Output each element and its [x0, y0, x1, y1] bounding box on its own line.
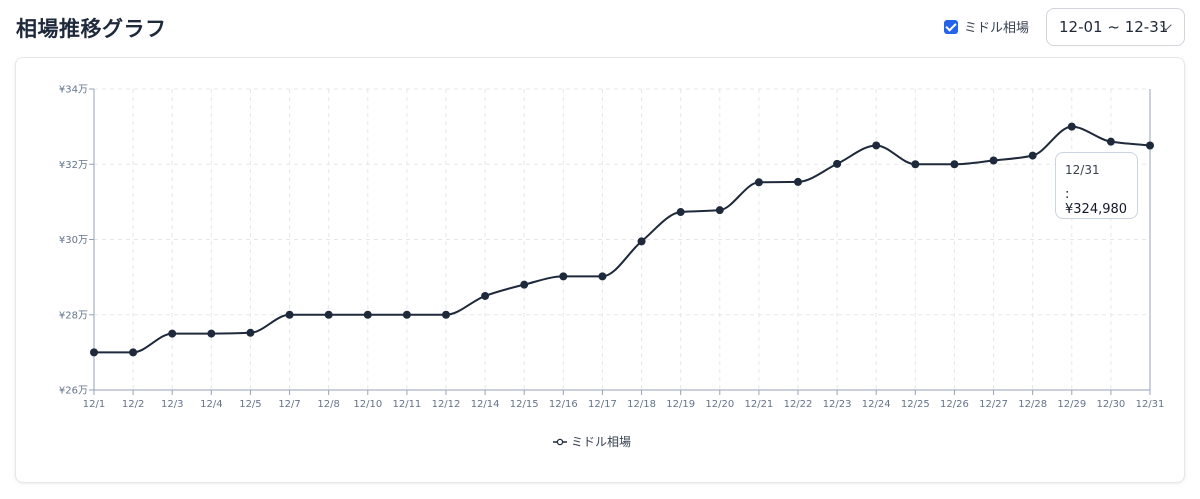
y-tick-label: ¥26万 [59, 386, 88, 397]
date-range-select[interactable]: 12-01 ~ 12-31 [1046, 8, 1185, 46]
data-point [168, 329, 177, 338]
data-point [481, 291, 490, 300]
series-line [93, 125, 1151, 354]
series-points [90, 122, 1154, 357]
x-tick-label: 12/1 [83, 399, 105, 410]
x-tick-label: 12/4 [200, 399, 222, 410]
x-tick-label: 12/7 [278, 399, 300, 410]
x-tick-label: 12/17 [588, 399, 617, 410]
page-title: 相場推移グラフ [16, 17, 167, 41]
x-tick-label: 12/14 [471, 399, 500, 410]
x-tick-label: 12/15 [510, 399, 539, 410]
data-point [715, 206, 724, 215]
data-point [950, 160, 959, 169]
data-point [754, 178, 763, 187]
data-point [1106, 137, 1115, 146]
x-tick-label: 12/21 [744, 399, 773, 410]
x-tick-label: 12/26 [940, 399, 969, 410]
data-point [559, 272, 568, 281]
tooltip-title: 12/31 [1065, 163, 1100, 177]
x-tick-label: 12/24 [862, 399, 891, 410]
x-tick-label: 12/31 [1136, 399, 1165, 410]
data-point [598, 272, 607, 281]
date-range-value: 12-01 ~ 12-31 [1059, 18, 1169, 36]
grid-lines [93, 88, 1151, 391]
data-point [872, 141, 881, 150]
legend-line-icon [553, 438, 567, 445]
data-point [246, 328, 255, 337]
x-tick-label: 12/25 [901, 399, 930, 410]
tick-labels: ¥26万 ¥28万 ¥30万 ¥32万 ¥34万 12/1 12/2 12/3 12/4 12/5… [59, 85, 1165, 411]
x-tick-label: 12/16 [549, 399, 578, 410]
data-point [363, 310, 372, 319]
y-tick-label: ¥28万 [59, 310, 88, 321]
data-point [207, 329, 216, 338]
x-tick-label: 12/28 [1018, 399, 1047, 410]
series-toggle-label: ミドル相場 [964, 21, 1030, 36]
chart-legend[interactable]: ミドル相場 [553, 433, 631, 450]
axes [89, 88, 1151, 395]
data-point [989, 156, 998, 165]
data-point [1146, 141, 1154, 150]
x-tick-label: 12/20 [705, 399, 734, 410]
legend-label: ミドル相場 [571, 435, 632, 449]
y-tick-label: ¥34万 [59, 85, 88, 96]
y-tick-label: ¥30万 [59, 235, 88, 246]
x-tick-label: 12/29 [1057, 399, 1086, 410]
data-point [129, 348, 138, 357]
data-point [1028, 151, 1037, 160]
x-tick-label: 12/5 [239, 399, 261, 410]
x-tick-label: 12/23 [823, 399, 852, 410]
data-point [637, 237, 646, 246]
data-point [324, 310, 333, 319]
chart-card [15, 57, 1185, 483]
x-tick-label: 12/10 [353, 399, 382, 410]
x-tick-label: 12/22 [784, 399, 813, 410]
data-point [90, 348, 98, 357]
x-tick-label: 12/19 [666, 399, 695, 410]
data-point [833, 159, 842, 168]
x-tick-label: 12/18 [627, 399, 656, 410]
data-point [520, 280, 529, 289]
data-point [285, 310, 294, 319]
x-tick-label: 12/2 [122, 399, 144, 410]
x-tick-label: 12/11 [392, 399, 421, 410]
x-tick-label: 12/12 [432, 399, 461, 410]
x-tick-label: 12/27 [979, 399, 1008, 410]
data-point [402, 310, 411, 319]
series-line-layer [93, 125, 1151, 354]
data-point [676, 208, 685, 217]
x-tick-label: 12/30 [1096, 399, 1125, 410]
data-point [911, 160, 920, 169]
tooltip-value: : ¥324,980 [1065, 187, 1128, 217]
series-toggle[interactable]: ミドル相場 [944, 17, 1029, 36]
data-point [442, 310, 450, 319]
series-checkbox[interactable] [944, 19, 958, 34]
x-tick-label: 12/8 [317, 399, 339, 410]
data-point [1067, 122, 1076, 131]
data-point [794, 177, 802, 186]
x-tick-label: 12/3 [161, 399, 183, 410]
chart-tooltip: 12/31 : ¥324,980 [1055, 152, 1138, 219]
y-tick-label: ¥32万 [59, 160, 88, 171]
